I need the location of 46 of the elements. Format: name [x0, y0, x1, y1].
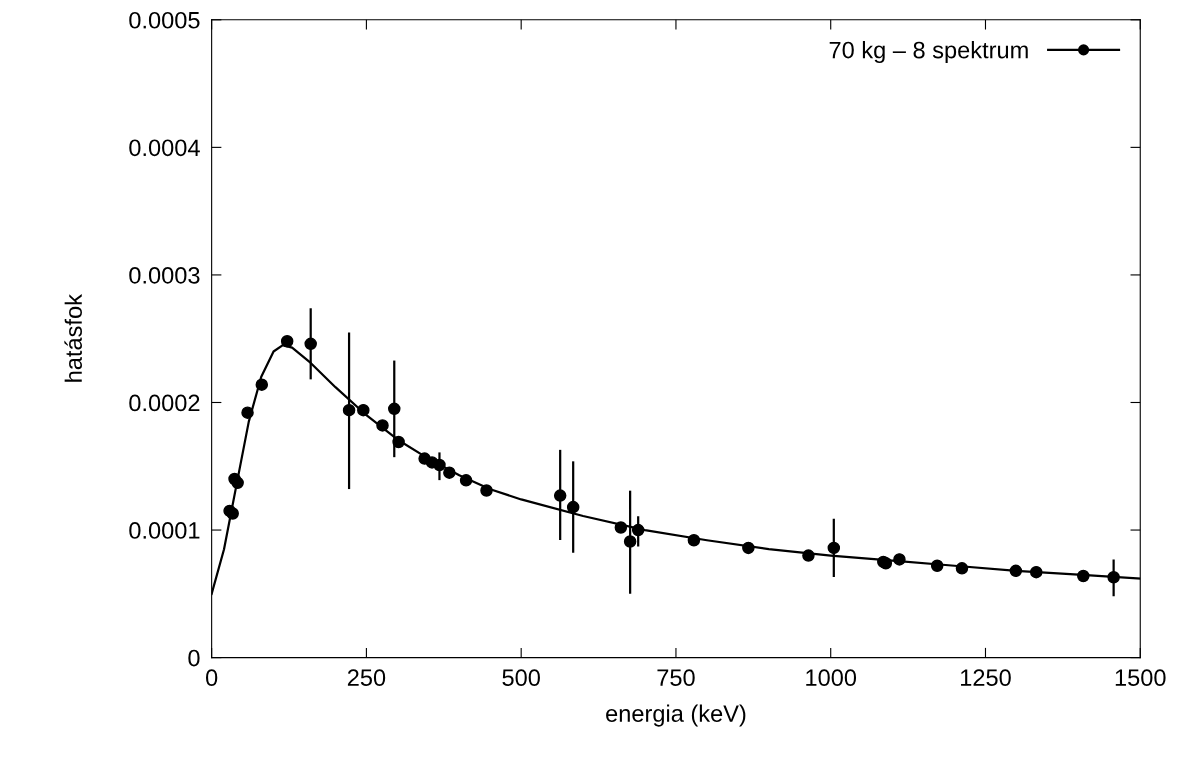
point — [231, 476, 244, 490]
point — [614, 521, 628, 534]
point — [280, 335, 294, 348]
point — [241, 406, 254, 419]
point — [443, 466, 456, 479]
point — [1107, 570, 1120, 584]
point — [304, 337, 317, 351]
point — [623, 535, 637, 548]
point — [802, 549, 815, 562]
point — [357, 403, 370, 417]
y-tick-label: 0.0004 — [129, 139, 200, 157]
y-tick-label: 0 — [188, 649, 200, 667]
point — [827, 541, 841, 555]
y-tick-label: 0.0005 — [129, 11, 200, 29]
x-tick-label: 1000 — [806, 669, 857, 687]
x-tick-label: 1250 — [961, 669, 1011, 687]
point — [342, 403, 356, 417]
x-tick-label: 1500 — [1115, 669, 1166, 687]
x-tick-label: 250 — [347, 669, 386, 687]
point — [893, 553, 906, 566]
y-tick-label: 0.0002 — [129, 394, 200, 412]
point — [255, 378, 269, 391]
point — [566, 500, 580, 514]
y-tick-label: 0.0003 — [129, 267, 200, 284]
x-tick-label: 500 — [502, 669, 540, 687]
legend-label: 70 kg – 8 spektrum — [829, 41, 1028, 64]
point — [459, 474, 473, 487]
point — [1029, 565, 1043, 579]
point — [742, 541, 755, 555]
point — [1009, 564, 1023, 578]
point — [392, 435, 405, 449]
x-axis-title: energia (keV) — [606, 704, 746, 727]
point — [1077, 569, 1090, 583]
point — [388, 402, 401, 416]
x-tick-label: 750 — [657, 669, 695, 687]
point — [687, 534, 701, 547]
y-axis-title: hatásfok — [64, 294, 82, 382]
point — [480, 484, 493, 497]
point — [376, 419, 389, 432]
x-tick-label: 0 — [206, 669, 218, 687]
y-tick-label: 0.0001 — [129, 522, 200, 539]
point — [631, 523, 645, 537]
point — [433, 458, 446, 472]
point — [955, 562, 969, 575]
point — [930, 559, 944, 573]
point — [553, 489, 567, 502]
